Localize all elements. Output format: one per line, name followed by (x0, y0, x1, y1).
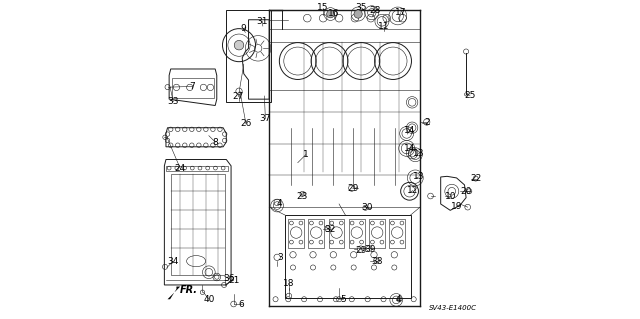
Text: 28: 28 (369, 6, 381, 15)
Text: 24: 24 (175, 164, 186, 173)
Text: 39: 39 (364, 245, 376, 254)
Text: 35: 35 (355, 3, 367, 12)
Text: 26: 26 (240, 119, 252, 129)
Text: 3: 3 (276, 254, 282, 263)
Text: 32: 32 (324, 225, 335, 234)
Bar (308, 219, 324, 248)
Text: 14: 14 (404, 126, 415, 135)
Text: 33: 33 (168, 97, 179, 106)
Text: 29: 29 (356, 246, 367, 255)
Text: 38: 38 (371, 257, 383, 266)
Text: 21: 21 (228, 276, 239, 285)
Text: SV43-E1400C: SV43-E1400C (429, 305, 477, 311)
Text: 2: 2 (424, 118, 430, 128)
Bar (227, 10, 271, 102)
Bar (288, 219, 304, 248)
Text: 19: 19 (451, 202, 462, 211)
Text: 8: 8 (212, 137, 218, 146)
Text: 7: 7 (189, 82, 195, 91)
Text: 34: 34 (168, 257, 179, 266)
Text: 16: 16 (328, 9, 339, 18)
Text: 18: 18 (283, 279, 294, 288)
Text: 17: 17 (395, 8, 406, 17)
Bar (369, 219, 385, 248)
Text: 23: 23 (296, 192, 308, 202)
Text: 15: 15 (317, 3, 329, 12)
Bar (171, 174, 225, 275)
Circle shape (354, 10, 362, 18)
Bar (389, 219, 405, 248)
Text: 36: 36 (224, 274, 236, 283)
Text: 9: 9 (240, 24, 246, 33)
Text: 20: 20 (460, 187, 472, 196)
Text: 27: 27 (233, 92, 244, 101)
Text: 11: 11 (378, 22, 389, 31)
Bar (285, 215, 410, 298)
Text: 37: 37 (260, 114, 271, 123)
Text: 14: 14 (404, 144, 415, 153)
Text: 5: 5 (340, 295, 346, 304)
Text: 1: 1 (303, 150, 308, 159)
Text: 4: 4 (396, 295, 401, 304)
Text: 29: 29 (347, 184, 358, 193)
Text: 13: 13 (413, 173, 424, 182)
Text: 12: 12 (407, 186, 419, 195)
Text: 22: 22 (470, 174, 482, 183)
Text: 31: 31 (257, 17, 268, 26)
Bar (328, 219, 344, 248)
Text: 25: 25 (464, 91, 476, 100)
Bar (349, 219, 365, 248)
Text: FR.: FR. (180, 286, 198, 295)
Text: 6: 6 (239, 300, 244, 308)
Text: 40: 40 (203, 295, 214, 304)
Text: 10: 10 (445, 191, 456, 201)
Text: 30: 30 (361, 203, 372, 211)
Text: 13: 13 (413, 149, 424, 158)
Polygon shape (168, 286, 180, 299)
Circle shape (234, 41, 244, 50)
Text: 4: 4 (277, 199, 282, 208)
Circle shape (326, 10, 334, 18)
